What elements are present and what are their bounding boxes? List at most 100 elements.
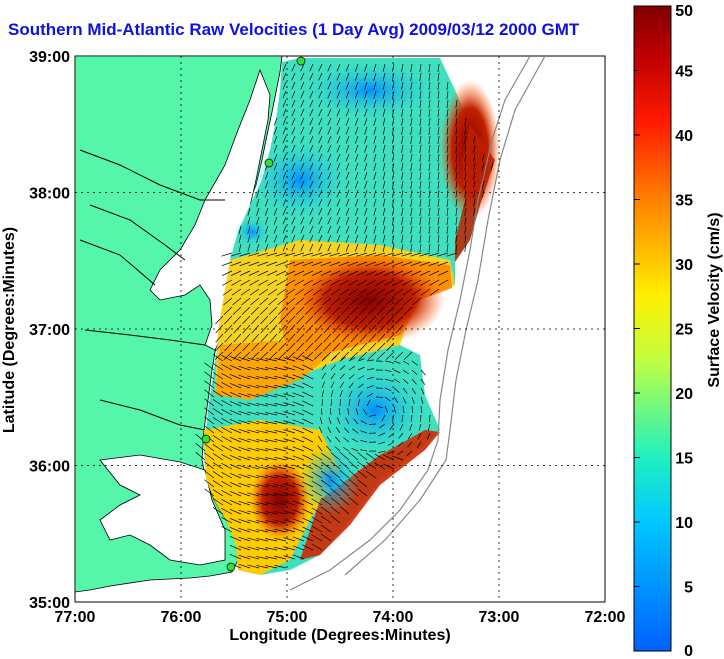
velocity-vector [364, 162, 368, 171]
velocity-vector [455, 225, 458, 234]
velocity-vector [382, 153, 386, 162]
velocity-vector [362, 408, 368, 416]
velocity-vector [402, 360, 410, 365]
velocity-vector [464, 126, 467, 135]
velocity-vector [292, 464, 305, 470]
velocity-vector [455, 126, 458, 135]
velocity-vector [224, 315, 233, 325]
velocity-vector [385, 351, 395, 360]
velocity-vector [302, 472, 314, 479]
velocity-vector [291, 90, 296, 99]
velocity-vector [273, 135, 278, 144]
velocity-vector [327, 144, 332, 153]
velocity-vector [282, 117, 287, 126]
velocity-vector [336, 99, 341, 108]
velocity-vector [336, 207, 341, 216]
velocity-vector [410, 270, 422, 276]
velocity-vector [359, 333, 368, 343]
velocity-vector [410, 198, 413, 207]
velocity-vector [212, 417, 224, 425]
velocity-vector [292, 446, 305, 452]
velocity-vector [320, 524, 332, 533]
velocity-vector [238, 536, 251, 542]
velocity-vector [250, 351, 260, 360]
velocity-vector [247, 546, 260, 551]
velocity-vector [336, 171, 341, 180]
velocity-vector [265, 180, 269, 189]
velocity-vector [282, 108, 287, 117]
velocity-vector [274, 366, 287, 371]
velocity-vector [265, 394, 278, 398]
velocity-vector [336, 243, 341, 252]
velocity-vector [260, 315, 269, 325]
velocity-vector [265, 412, 278, 416]
velocity-vector [312, 288, 323, 296]
velocity-vector [419, 252, 431, 257]
velocity-vector [354, 180, 359, 189]
velocity-vector [382, 207, 386, 216]
velocity-vector [292, 500, 305, 506]
velocity-vector [274, 411, 287, 416]
velocity-vector [349, 351, 359, 360]
velocity-vector [391, 63, 395, 72]
velocity-vector [323, 333, 332, 343]
velocity-vector [274, 474, 287, 479]
velocity-vector [344, 427, 350, 434]
velocity-vector [302, 355, 314, 362]
velocity-vector [238, 554, 251, 560]
velocity-vector [428, 162, 431, 171]
velocity-vector [302, 409, 314, 416]
velocity-vector [392, 261, 404, 267]
velocity-vector [391, 243, 395, 252]
velocity-vector [359, 315, 368, 325]
velocity-vector [302, 445, 314, 452]
velocity-vector [327, 216, 332, 225]
velocity-vector [382, 99, 386, 108]
velocity-vector [312, 279, 323, 286]
velocity-vector [283, 492, 296, 497]
velocity-vector [364, 180, 368, 189]
velocity-vector [402, 387, 408, 394]
velocity-vector [229, 535, 242, 542]
velocity-vector [296, 315, 305, 325]
velocity-vector [410, 414, 413, 422]
velocity-vector [367, 306, 377, 315]
velocity-vector [411, 360, 418, 366]
velocity-vector [265, 484, 278, 488]
velocity-vector [399, 423, 404, 431]
velocity-vector [300, 72, 305, 81]
calm-zone-1 [300, 60, 440, 120]
velocity-vector [410, 99, 413, 108]
velocity-vector [303, 288, 314, 296]
velocity-vector [360, 449, 368, 452]
velocity-vector [311, 507, 323, 515]
velocity-vector [212, 489, 224, 497]
velocity-vector [242, 333, 251, 343]
velocity-vector [274, 420, 287, 425]
velocity-vector [231, 279, 242, 286]
velocity-vector [345, 126, 350, 135]
velocity-vector [321, 279, 332, 286]
velocity-vector [282, 90, 287, 99]
velocity-vector [309, 72, 314, 81]
velocity-vector [229, 526, 242, 533]
velocity-vector [212, 435, 224, 443]
velocity-vector [311, 270, 323, 276]
velocity-vector [376, 297, 386, 306]
velocity-vector [239, 252, 251, 257]
velocity-vector [373, 225, 377, 234]
velocity-vector [364, 90, 368, 99]
velocity-vector [221, 480, 233, 488]
velocity-vector [294, 279, 305, 286]
velocity-vector [356, 261, 368, 267]
velocity-vector [300, 234, 305, 243]
velocity-vector [455, 144, 458, 153]
velocity-vector [391, 225, 395, 234]
velocity-vector [283, 393, 296, 398]
velocity-vector [266, 261, 278, 267]
velocity-vector [277, 306, 287, 315]
velocity-vector [311, 498, 323, 506]
velocity-vector [318, 225, 323, 234]
velocity-vector [248, 261, 260, 267]
